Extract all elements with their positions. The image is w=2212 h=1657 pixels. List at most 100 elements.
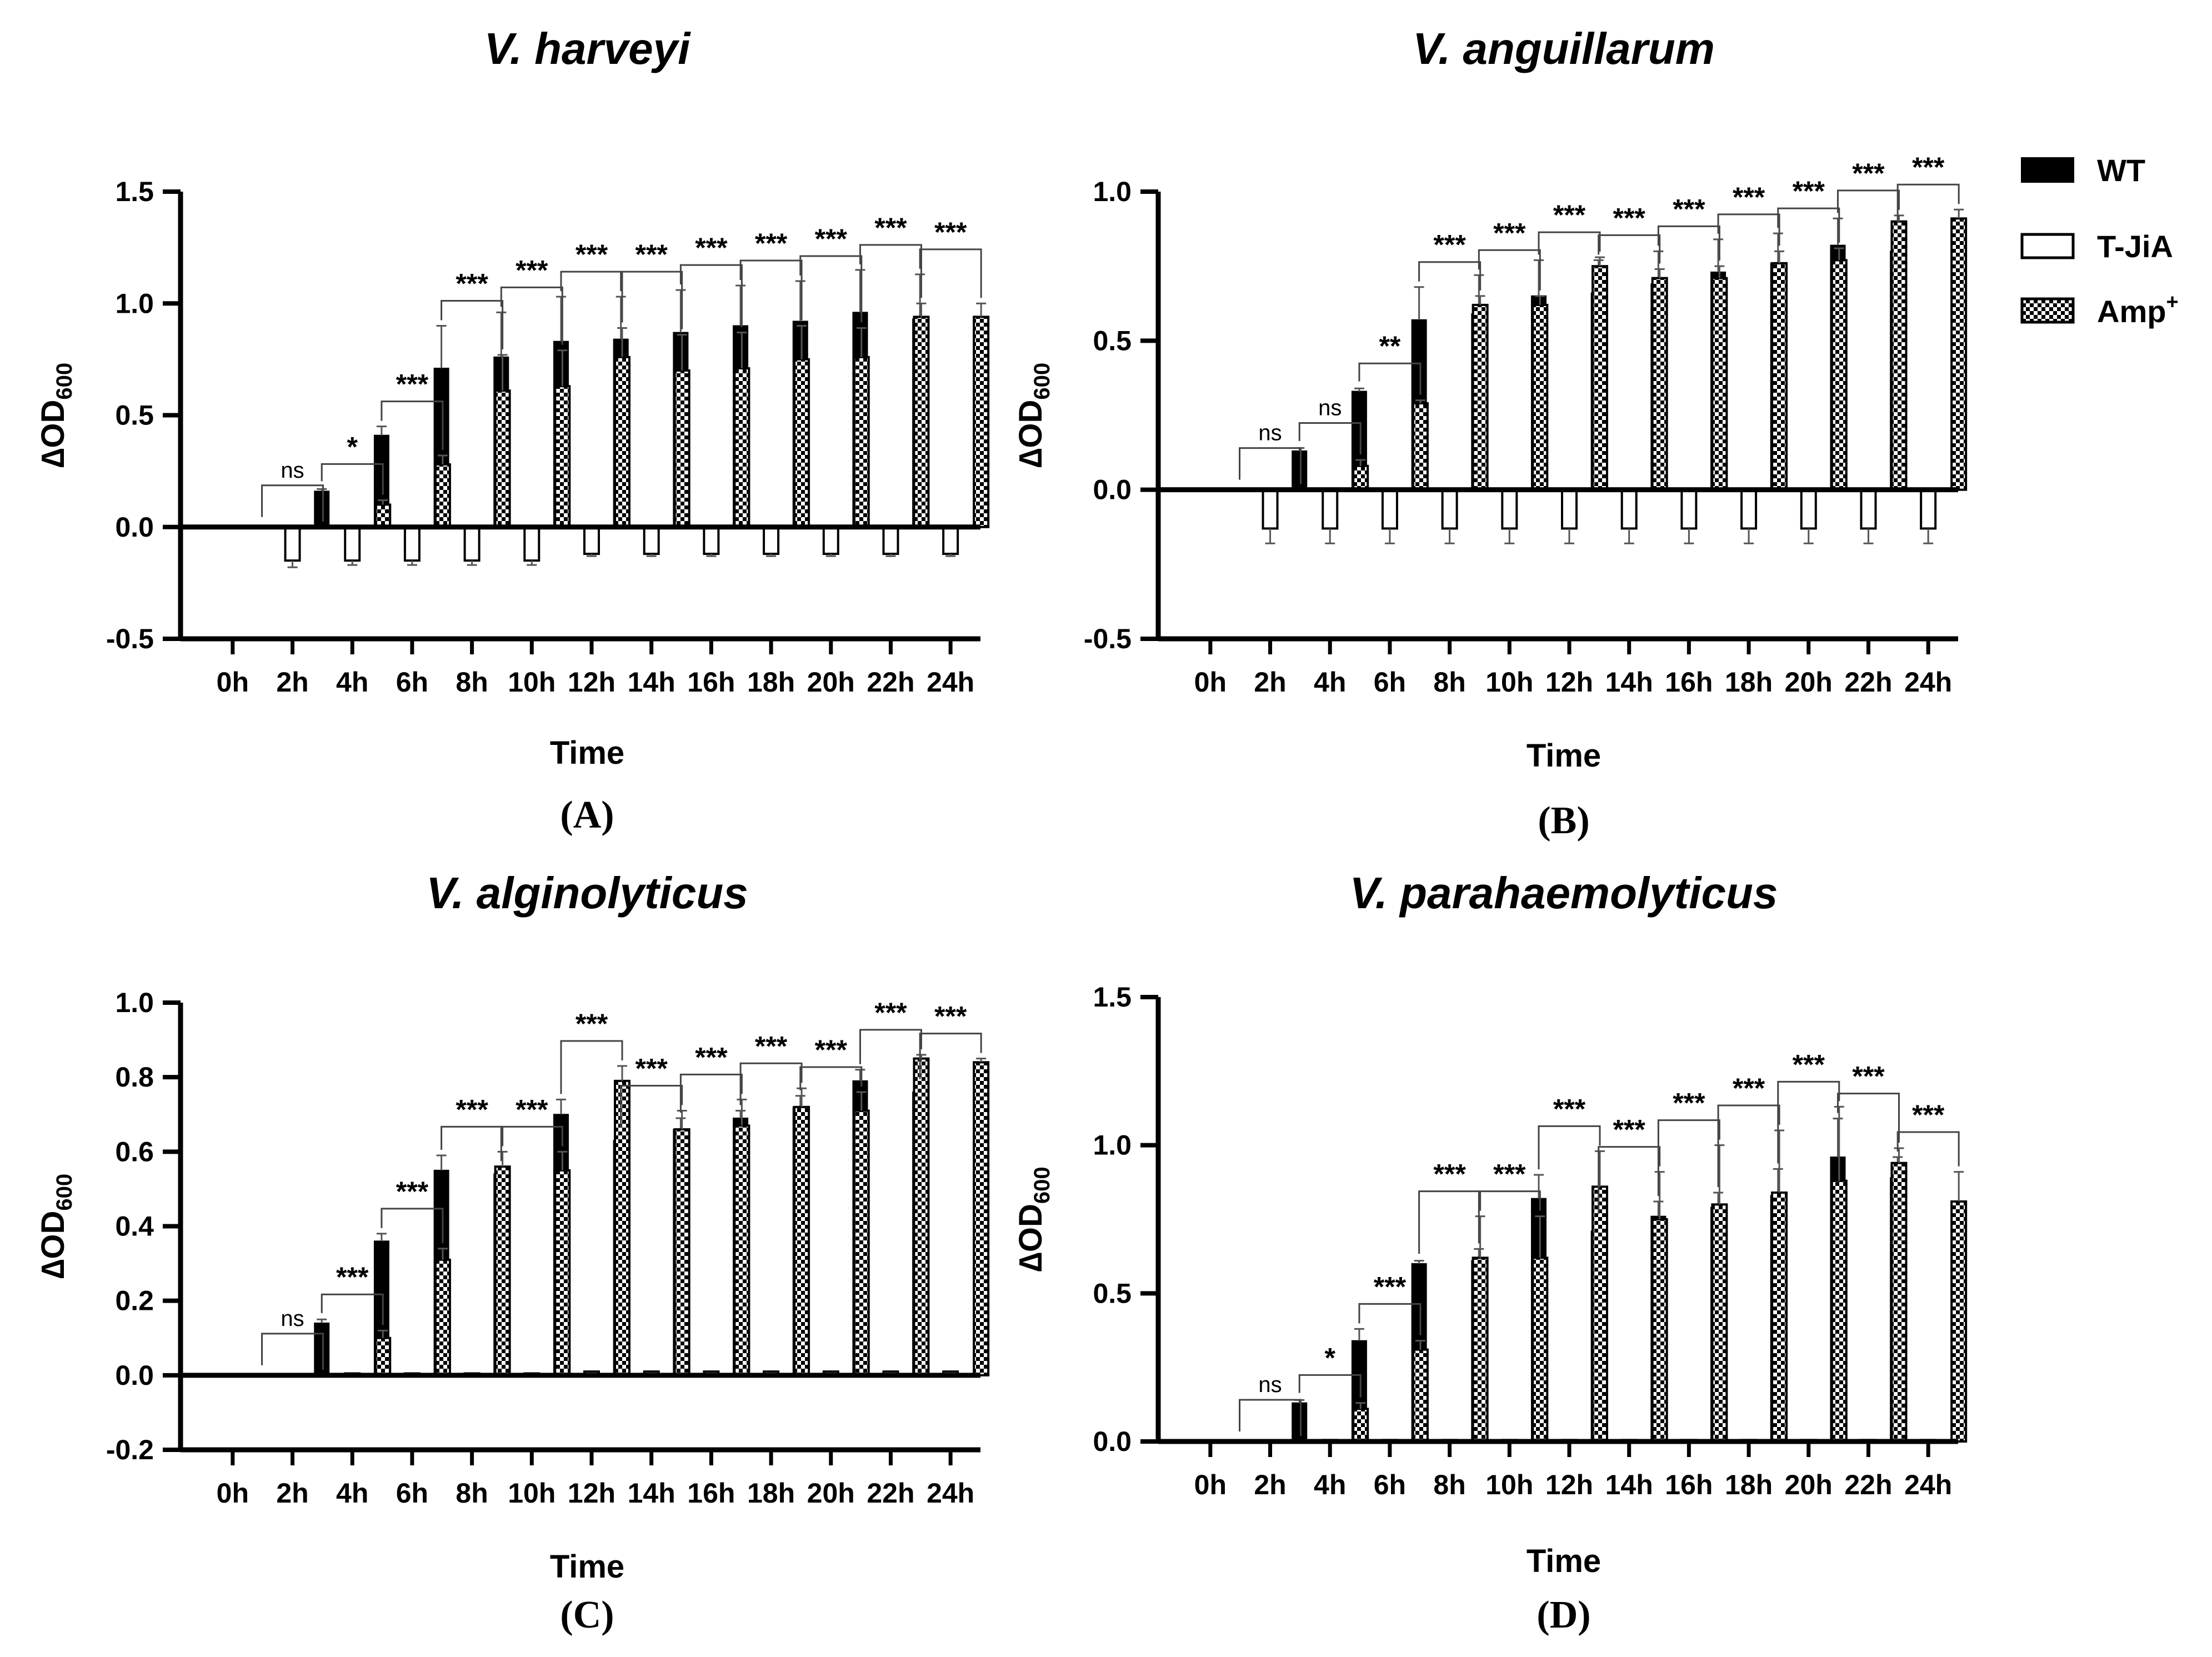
sig-label-a: *** [635,239,668,270]
y-tick-label-a: 1.5 [115,176,154,207]
sig-bracket-c [620,1085,683,1128]
x-tick-label-c: 22h [867,1478,914,1509]
x-tick-label-c: 6h [396,1478,428,1509]
bar-d-s2 [1651,1218,1668,1443]
sig-label-b: *** [1852,158,1885,189]
bar-c-s2 [614,1079,630,1376]
bar-b-s1 [1561,488,1578,530]
sig-bracket-c [500,1125,563,1162]
x-tick-label-c: 10h [508,1478,555,1509]
bar-c-s2 [973,1061,990,1376]
sig-label-c: *** [336,1261,369,1293]
x-tick-label-a: 8h [456,667,488,698]
sig-label-d: *** [1673,1088,1705,1119]
bar-c-s2 [913,1057,930,1376]
sig-label-d: *** [1433,1159,1466,1190]
sig-bracket-d [1777,1080,1840,1164]
y-tick-label-c: 0.4 [115,1211,154,1242]
sig-label-d: *** [1553,1093,1586,1124]
sig-label-b: *** [1433,229,1466,261]
sig-label-b: ns [1258,421,1282,445]
sig-bracket-c [799,1066,863,1090]
legend-label-tjia: T-JiA [2097,229,2173,264]
legend-label-wt: WT [2097,153,2145,188]
sig-bracket-b [1777,207,1840,243]
x-tick-label-c: 12h [568,1478,615,1509]
x-axis-title-d: Time [1527,1543,1601,1579]
bar-c-s2 [733,1124,750,1376]
bar-a-s1 [344,525,361,562]
sig-bracket-b [1896,183,1960,222]
sig-label-c: *** [516,1094,548,1125]
bar-c-s2 [673,1128,690,1376]
bar-a-s1 [403,525,421,562]
y-axis-title-sub-d: 600 [1030,1167,1054,1204]
bar-c-s2 [434,1258,451,1376]
sig-label-c: *** [456,1094,488,1125]
sig-label-d: *** [1613,1114,1646,1145]
chart-title-a: V. harveyi [484,24,691,73]
chart-title-b: V. anguillarum [1413,24,1715,73]
sig-bracket-b [1239,447,1302,484]
y-axis-title-sub-a: 600 [52,363,77,400]
bar-d-s2 [1771,1192,1788,1443]
x-axis-title-b: Time [1527,738,1601,774]
x-tick-label-c: 24h [927,1478,974,1509]
sig-bracket-b [1418,261,1482,291]
y-axis-title-text-d: ∆OD [1013,1204,1049,1272]
sig-label-d: *** [1733,1073,1765,1104]
sig-bracket-a [919,248,982,298]
sig-label-a: *** [815,223,848,254]
x-tick-label-d: 18h [1725,1469,1773,1500]
y-tick-label-b: 0.5 [1093,325,1132,356]
x-axis-title-c: Time [550,1549,624,1585]
y-tick-label-d: 1.0 [1093,1130,1132,1161]
sig-bracket-a [679,264,743,327]
sig-bracket-a [620,271,683,329]
sig-bracket-b [1717,213,1780,246]
x-tick-label-d: 8h [1433,1469,1465,1500]
bar-b-s2 [1771,262,1788,491]
sig-label-d: *** [1793,1049,1825,1080]
sig-bracket-a [859,244,922,298]
sig-label-c: *** [396,1176,429,1207]
bar-a-s2 [494,389,511,528]
bar-b-s2 [1950,217,1968,491]
x-tick-label-d: 10h [1485,1469,1533,1500]
sig-bracket-d [1836,1093,1900,1143]
sig-label-b: ** [1379,331,1400,362]
x-tick-label-a: 20h [807,667,855,698]
bar-a-s2 [973,316,990,528]
sig-bracket-c [261,1333,324,1370]
sig-label-c: *** [575,1008,608,1039]
sig-label-a: *** [755,228,788,259]
x-tick-label-a: 4h [336,667,368,698]
sig-bracket-d [1717,1104,1780,1187]
x-tick-label-b: 22h [1844,667,1892,698]
x-tick-label-d: 6h [1374,1469,1406,1500]
legend-label-amp-sup: + [2166,291,2178,314]
sig-bracket-d [1418,1190,1482,1254]
x-tick-label-a: 12h [568,667,615,698]
x-tick-label-a: 10h [508,667,555,698]
bar-a-s2 [793,358,810,528]
sig-bracket-a [261,484,324,522]
sig-bracket-a [321,463,384,495]
x-tick-label-d: 14h [1605,1469,1653,1500]
sig-bracket-b [1836,189,1900,213]
bar-c-s2 [853,1109,870,1376]
bar-b-s2 [1412,402,1429,491]
bar-a-s2 [554,385,571,528]
sig-label-a: * [347,431,358,462]
sig-bracket-d [1478,1190,1541,1244]
x-tick-label-b: 24h [1904,667,1952,698]
panel-letter-c: (C) [560,1594,614,1636]
x-tick-label-d: 22h [1844,1469,1892,1500]
x-tick-label-b: 4h [1314,667,1346,698]
x-tick-label-a: 18h [747,667,795,698]
x-tick-label-c: 16h [687,1478,735,1509]
bar-b-s1 [1860,488,1877,530]
sig-bracket-c [441,1125,504,1150]
sig-label-b: *** [1793,176,1825,207]
sig-bracket-a [739,259,803,321]
